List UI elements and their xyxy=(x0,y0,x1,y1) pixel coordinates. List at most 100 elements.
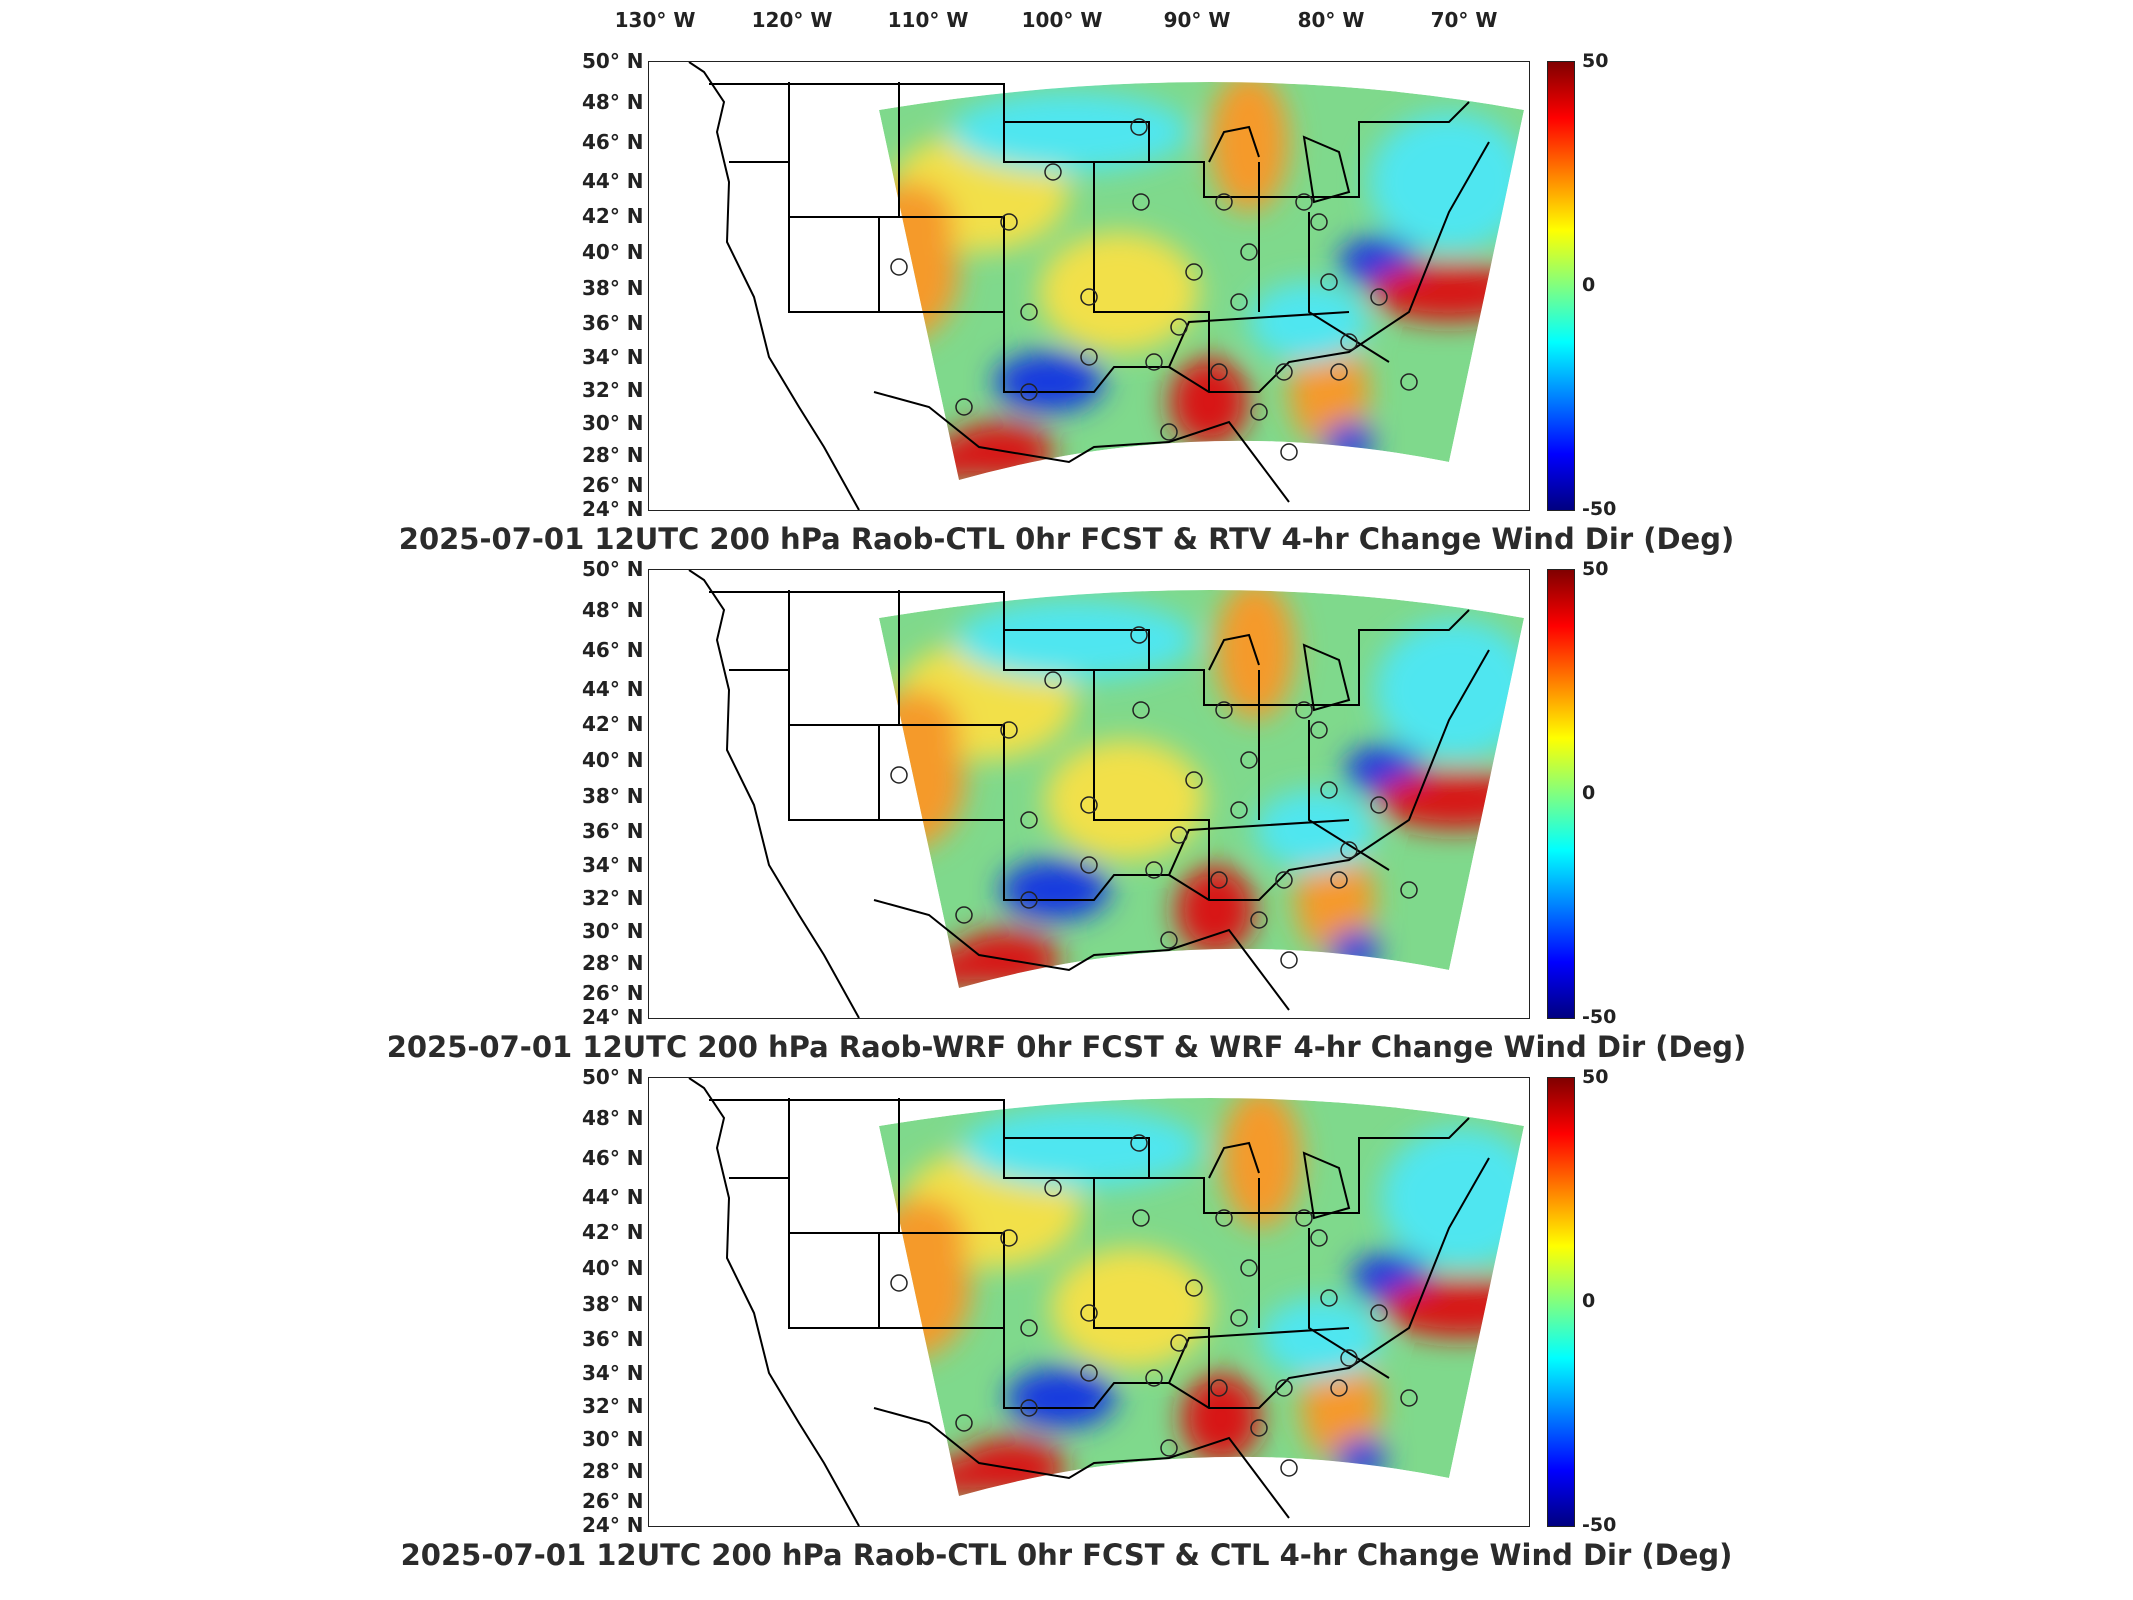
raob-station-marker xyxy=(1240,243,1258,261)
raob-station-marker xyxy=(1130,626,1148,644)
raob-station-marker xyxy=(1020,383,1038,401)
lat-label: 28° N xyxy=(582,1459,644,1483)
raob-station-marker xyxy=(1240,751,1258,769)
raob-station-marker xyxy=(955,398,973,416)
raob-station-marker xyxy=(1295,701,1313,719)
lon-label: 70° W xyxy=(1430,8,1498,32)
map-svg xyxy=(688,62,1524,510)
lat-label: 50° N xyxy=(582,557,644,581)
raob-station-marker xyxy=(955,906,973,924)
field-patch xyxy=(1330,930,1380,970)
lat-label: 26° N xyxy=(582,1489,644,1513)
lat-label: 42° N xyxy=(582,1220,644,1244)
west-coastline xyxy=(688,1078,860,1526)
lat-label: 50° N xyxy=(582,1065,644,1089)
map-panel-2: 50° N 48° N 46° N 44° N 42° N 40° N 38° N 36° N… xyxy=(0,557,2133,1078)
raob-station-marker xyxy=(1000,1229,1018,1247)
field-patch xyxy=(1000,860,1110,920)
state-lines xyxy=(729,82,1490,393)
field-patch xyxy=(879,1198,966,1278)
raob-station-marker xyxy=(1080,796,1098,814)
raob-station-marker xyxy=(1230,293,1248,311)
great-lakes xyxy=(1208,633,1351,712)
field-patch xyxy=(1051,1248,1211,1368)
map-panel-3: 50° N 48° N 46° N 44° N 42° N 40° N 38° N 36° N… xyxy=(0,1065,2133,1586)
raob-station-marker xyxy=(1020,1319,1038,1337)
field-patch xyxy=(1295,845,1375,955)
field-patch xyxy=(1181,1373,1261,1463)
lat-label: 46° N xyxy=(582,130,644,154)
field-patch xyxy=(994,352,1104,412)
map-frame xyxy=(648,61,1530,511)
raob-stations xyxy=(890,118,1418,461)
colorbar xyxy=(1547,1077,1575,1527)
field-patch xyxy=(879,182,954,262)
raob-station-marker xyxy=(1280,951,1298,969)
lon-label: 130° W xyxy=(614,8,696,32)
lat-label: 44° N xyxy=(582,1185,644,1209)
lat-label: 26° N xyxy=(582,981,644,1005)
state-boundaries xyxy=(688,1078,1490,1526)
field-patch xyxy=(1255,790,1375,870)
panel-title: 2025-07-01 12UTC 200 hPa Raob-CTL 0hr FC… xyxy=(400,1538,1733,1572)
colorbar-mid-label: 0 xyxy=(1582,782,1596,804)
raob-station-marker xyxy=(1170,1334,1188,1352)
raob-station-marker xyxy=(890,258,908,276)
lon-label: 120° W xyxy=(751,8,833,32)
raob-station-marker xyxy=(1340,841,1358,859)
raob-station-marker xyxy=(1215,193,1233,211)
lat-label: 34° N xyxy=(582,853,644,877)
interior-borders xyxy=(788,1098,1350,1409)
raob-station-marker xyxy=(1275,363,1293,381)
raob-station-marker xyxy=(1210,363,1228,381)
raob-station-marker xyxy=(955,1414,973,1432)
field-patch xyxy=(1006,1368,1116,1428)
raob-station-marker xyxy=(1250,403,1268,421)
lat-label: 44° N xyxy=(582,169,644,193)
colorbar-max-label: 50 xyxy=(1582,558,1609,580)
gulf-coastline xyxy=(873,899,1290,1011)
lon-label: 110° W xyxy=(887,8,969,32)
wind-direction-field xyxy=(879,82,1524,480)
raob-station-marker xyxy=(1160,931,1178,949)
raob-station-marker xyxy=(1320,1289,1338,1307)
lat-label: 48° N xyxy=(582,90,644,114)
raob-station-marker xyxy=(1132,701,1150,719)
colorbar-mid-label: 0 xyxy=(1582,274,1596,296)
raob-station-marker xyxy=(1020,811,1038,829)
raob-station-marker xyxy=(1400,373,1418,391)
lat-label: 36° N xyxy=(582,819,644,843)
state-lines xyxy=(729,1098,1490,1409)
map-frame xyxy=(648,569,1530,1019)
field-patch xyxy=(1249,282,1369,362)
field-patch xyxy=(1336,1438,1386,1478)
lat-label: 46° N xyxy=(582,638,644,662)
raob-station-marker xyxy=(1185,771,1203,789)
raob-station-marker xyxy=(1000,721,1018,739)
raob-station-marker xyxy=(1400,881,1418,899)
raob-station-marker xyxy=(1310,721,1328,739)
lat-label: 34° N xyxy=(582,1361,644,1385)
lat-label: 42° N xyxy=(582,712,644,736)
raob-station-marker xyxy=(1330,363,1348,381)
raob-station-marker xyxy=(1370,796,1388,814)
lat-label: 38° N xyxy=(582,784,644,808)
raob-station-marker xyxy=(1170,318,1188,336)
lat-label: 38° N xyxy=(582,276,644,300)
raob-station-marker xyxy=(1020,1399,1038,1417)
raob-station-marker xyxy=(1145,861,1163,879)
map-frame xyxy=(648,1077,1530,1527)
field-patch xyxy=(1045,740,1205,860)
west-coastline xyxy=(688,570,860,1018)
lon-label: 80° W xyxy=(1297,8,1365,32)
field-patch xyxy=(1301,1353,1381,1463)
field-patch xyxy=(1369,262,1524,322)
field-patch xyxy=(955,600,1195,680)
raob-station-marker xyxy=(1215,701,1233,719)
raob-station-marker xyxy=(1275,871,1293,889)
field-patch xyxy=(1261,1298,1381,1378)
northern-border xyxy=(709,83,1470,198)
raob-station-marker xyxy=(1370,288,1388,306)
raob-station-marker xyxy=(1250,911,1268,929)
